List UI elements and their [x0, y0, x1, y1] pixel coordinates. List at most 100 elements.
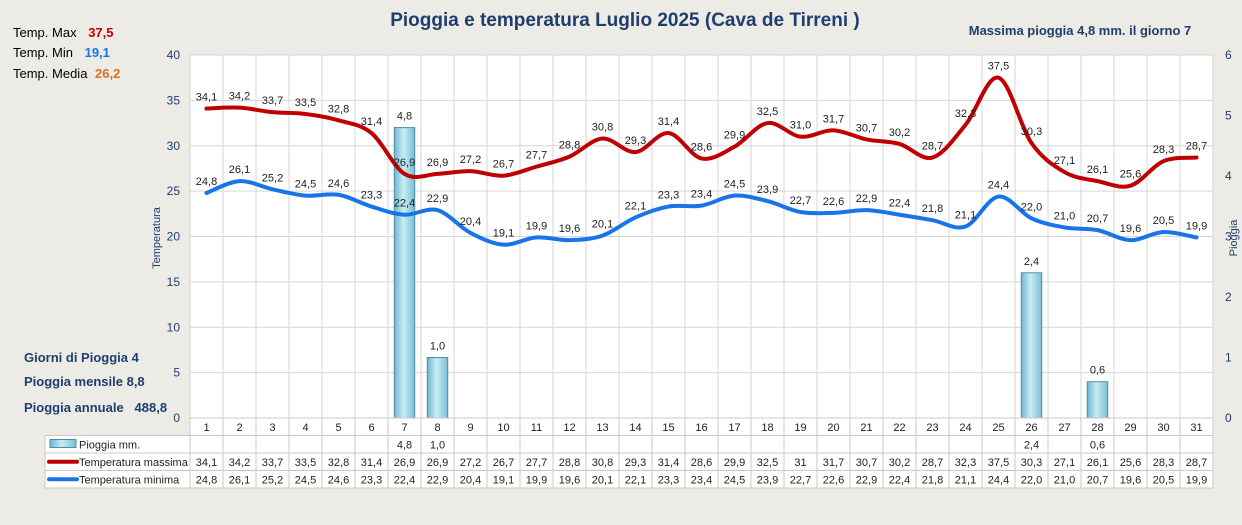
- table-cell: 32,5: [757, 457, 778, 469]
- table-cell: 22,7: [790, 475, 811, 487]
- max-data-label: 31,4: [658, 116, 679, 128]
- table-cell: 21,0: [1054, 475, 1075, 487]
- stat-avg: Temp. Media 26,2: [13, 66, 120, 81]
- table-cell: 32,8: [328, 457, 349, 469]
- max-data-label: 32,8: [328, 103, 349, 115]
- stat-min: Temp. Min 19,1: [13, 45, 110, 60]
- table-cell: 25,6: [1120, 457, 1141, 469]
- table-cell: 31,7: [823, 457, 844, 469]
- rain-bar: [1086, 381, 1109, 419]
- table-cell: 31,4: [658, 457, 679, 469]
- max-data-label: 28,7: [1186, 141, 1207, 153]
- table-cell: 32,3: [955, 457, 976, 469]
- max-data-label: 27,1: [1054, 155, 1075, 167]
- table-cell: 28,7: [1186, 457, 1207, 469]
- y2-tick-label: 2: [1225, 290, 1232, 304]
- max-data-label: 28,8: [559, 140, 580, 152]
- y2-tick-label: 3: [1225, 230, 1232, 244]
- table-cell: 22,4: [394, 475, 415, 487]
- min-data-label: 20,1: [592, 219, 613, 231]
- table-cell: 22,6: [823, 475, 844, 487]
- table-cell: 27,7: [526, 457, 547, 469]
- min-data-label: 22,6: [823, 196, 844, 208]
- min-data-label: 23,4: [691, 189, 712, 201]
- series-line-min: [204, 179, 1199, 247]
- table-cell: 28,6: [691, 457, 712, 469]
- table-cell: 2,4: [1024, 440, 1039, 452]
- rain-data-label: 2,4: [1024, 256, 1039, 268]
- table-cell: 26,1: [1087, 457, 1108, 469]
- series-line-max: [204, 75, 1199, 189]
- min-data-label: 21,0: [1054, 210, 1075, 222]
- table-cell: 20,1: [592, 475, 613, 487]
- table-cell: 19,1: [493, 475, 514, 487]
- legend-key-rain: [49, 439, 77, 448]
- table-cell: 24,5: [724, 475, 745, 487]
- table-cell: 34,1: [196, 457, 217, 469]
- y-tick-label: 0: [173, 411, 180, 425]
- x-tick-label: 31: [1190, 422, 1202, 434]
- x-tick-label: 6: [368, 422, 374, 434]
- min-data-label: 21,8: [922, 203, 943, 215]
- y-tick-label: 25: [167, 184, 181, 198]
- max-data-label: 26,9: [427, 157, 448, 169]
- table-cell: 22,9: [427, 475, 448, 487]
- max-data-label: 30,3: [1021, 126, 1042, 138]
- table-cell: 20,5: [1153, 475, 1174, 487]
- y2-tick-label: 0: [1225, 411, 1232, 425]
- table-cell: 24,6: [328, 475, 349, 487]
- x-tick-label: 18: [761, 422, 773, 434]
- rain-bar: [1020, 272, 1043, 419]
- max-data-label: 25,6: [1120, 169, 1141, 181]
- x-tick-label: 23: [926, 422, 938, 434]
- x-tick-label: 13: [596, 422, 608, 434]
- max-data-label: 27,7: [526, 150, 547, 162]
- table-cell: 31: [794, 457, 806, 469]
- max-data-label: 32,5: [757, 106, 778, 118]
- min-data-label: 22,4: [394, 198, 415, 210]
- table-cell: 28,3: [1153, 457, 1174, 469]
- x-tick-label: 12: [563, 422, 575, 434]
- rain-data-label: 0,6: [1090, 365, 1105, 377]
- max-data-label: 34,1: [196, 92, 217, 104]
- table-cell: 23,3: [361, 475, 382, 487]
- x-tick-label: 25: [992, 422, 1004, 434]
- table-cell: 4,8: [397, 440, 412, 452]
- legend-label: Temperatura minima: [79, 475, 180, 487]
- max-data-label: 34,2: [229, 91, 250, 103]
- table-cell: 21,8: [922, 475, 943, 487]
- min-data-label: 23,9: [757, 184, 778, 196]
- table-cell: 34,2: [229, 457, 250, 469]
- y2-axis-label: Pioggia: [1228, 219, 1240, 257]
- max-data-label: 28,6: [691, 141, 712, 153]
- min-data-label: 19,6: [1120, 223, 1141, 235]
- x-tick-label: 24: [959, 422, 971, 434]
- max-data-label: 29,3: [625, 135, 646, 147]
- table-cell: 24,4: [988, 475, 1009, 487]
- min-data-label: 23,3: [658, 190, 679, 202]
- table-cell: 23,9: [757, 475, 778, 487]
- stat-min-value: 19,1: [84, 45, 110, 60]
- max-data-label: 37,5: [988, 61, 1009, 73]
- x-tick-label: 3: [269, 422, 275, 434]
- table-cell: 24,8: [196, 475, 217, 487]
- table-cell: 37,5: [988, 457, 1009, 469]
- table-cell: 23,4: [691, 475, 712, 487]
- x-tick-label: 1: [203, 422, 209, 434]
- table-cell: 19,9: [1186, 475, 1207, 487]
- table-cell: 26,7: [493, 457, 514, 469]
- max-data-label: 29,9: [724, 130, 745, 142]
- table-cell: 26,9: [394, 457, 415, 469]
- max-data-label: 26,7: [493, 159, 514, 171]
- min-data-label: 21,1: [955, 210, 976, 222]
- y-tick-label: 30: [167, 139, 181, 153]
- table-cell: 22,1: [625, 475, 646, 487]
- table-cell: 30,7: [856, 457, 877, 469]
- table-cell: 26,9: [427, 457, 448, 469]
- rain-year: Pioggia annuale 488,8: [24, 400, 168, 415]
- table-cell: 19,6: [559, 475, 580, 487]
- max-data-label: 27,2: [460, 154, 481, 166]
- y-tick-label: 35: [167, 93, 181, 107]
- table-row: [44, 470, 1214, 489]
- rain-bar: [393, 127, 416, 419]
